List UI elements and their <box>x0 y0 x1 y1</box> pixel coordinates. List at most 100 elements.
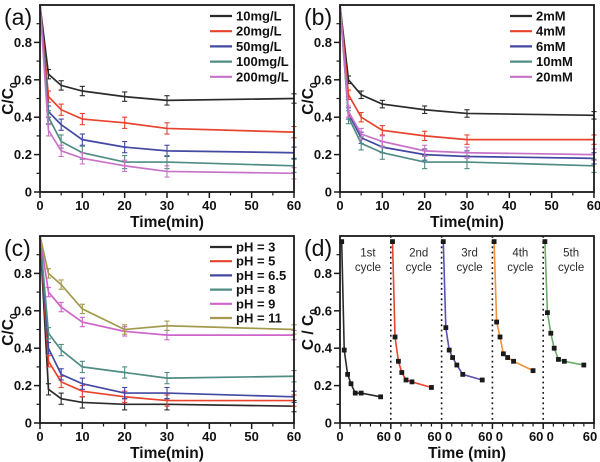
data-point-square-marker <box>491 239 497 245</box>
plot-frame <box>39 235 295 424</box>
data-point-square-marker <box>429 385 434 390</box>
y-tick-label: 0.8 <box>14 266 32 281</box>
x-tick-label: 60 <box>287 198 301 213</box>
y-tick-label: 0 <box>25 416 32 431</box>
legend-label: 2mM <box>536 9 566 24</box>
data-point-square-marker <box>403 377 409 383</box>
data-point-square-marker <box>390 239 395 245</box>
x-axis-label: Time(min) <box>130 214 204 231</box>
x-tick-label: 0 <box>547 429 554 444</box>
y-tick-label: 0.4 <box>14 110 33 125</box>
x-tick-label: 0 <box>394 429 401 444</box>
legend-label: 10mM <box>536 54 573 69</box>
x-tick-label: 0 <box>445 429 452 444</box>
axes: 0 0.2 0.4 0.6 0.8 0 10 20 30 40 50 60 <box>14 23 301 213</box>
legend-label: 100mg/L <box>236 54 289 69</box>
legend-item: 100mg/L <box>210 54 289 69</box>
cycle-annotation: cycle <box>456 262 482 274</box>
cycle-5: 5th cycle <box>542 239 587 368</box>
legend-label: 6mM <box>536 39 566 54</box>
data-point-square-marker <box>494 319 500 325</box>
data-point-square-marker <box>348 381 354 387</box>
x-axis-label: Time(min) <box>430 214 504 231</box>
x-tick-label: 0 <box>36 429 43 444</box>
x-tick-label: 60 <box>427 429 441 444</box>
y-tick-label: 0.8 <box>314 266 332 281</box>
panel-letter-c: (c) <box>4 235 31 261</box>
x-tick-label: 40 <box>502 198 516 213</box>
cycle-annotation: 5th <box>563 248 579 260</box>
y-tick-label: 0.2 <box>314 147 332 162</box>
cycle-3: 3rd cycle <box>440 239 485 383</box>
x-tick-label: 10 <box>75 198 89 213</box>
y-tick-label: 0.8 <box>14 35 32 50</box>
x-tick-label: 0 <box>336 198 343 213</box>
y-tick-label: 0.2 <box>314 378 332 393</box>
y-tick-label: 0.4 <box>314 341 333 356</box>
legend-label: pH = 8 <box>236 282 275 297</box>
data-point-square-marker <box>460 371 466 377</box>
data-point-square-marker <box>399 370 405 375</box>
data-point-square-marker <box>396 358 401 364</box>
data-point-square-marker <box>450 355 456 360</box>
y-axis-label: C / C0 <box>300 309 320 350</box>
cycle-annotation: cycle <box>406 262 432 274</box>
plot-frame <box>39 4 295 193</box>
data-point-square-marker <box>378 394 384 400</box>
x-tick-label: 40 <box>202 198 216 213</box>
y-tick-label: 0 <box>325 416 332 431</box>
series-200mg/L <box>39 4 297 180</box>
data-point-square-marker <box>551 345 557 351</box>
x-tick-label: 30 <box>160 198 174 213</box>
cycle-4: 4th cycle <box>491 239 536 374</box>
data-point-square-marker <box>479 377 485 383</box>
x-tick-label: 30 <box>160 429 174 444</box>
series-4mM <box>339 4 597 145</box>
legend-item: 20mg/L <box>210 24 282 39</box>
legend-label: 50mg/L <box>236 39 282 54</box>
x-tick-label: 30 <box>460 198 474 213</box>
y-tick-label: 0.4 <box>14 341 33 356</box>
legend-item: 6mM <box>510 39 566 54</box>
series-20mM <box>339 4 597 161</box>
x-axis-label: Time(min) <box>130 445 204 462</box>
legend-item: pH = 11 <box>210 311 282 326</box>
legend-item: pH = 3 <box>210 240 275 255</box>
axes: 0 0.2 0.4 0.6 0.8 0 10 20 30 40 50 60 <box>14 254 301 444</box>
cycle-annotation: 3rd <box>461 248 478 260</box>
cycle-line <box>544 241 584 366</box>
cycle-annotation: 4th <box>512 248 528 260</box>
panel-letter-d: (d) <box>304 235 333 261</box>
legend-item: pH = 6.5 <box>210 268 286 283</box>
chart-ph: 0 0.2 0.4 0.6 0.8 0 10 20 30 40 50 60 Time(min) C/C0 p… <box>0 235 301 462</box>
legend-item: 10mM <box>510 54 573 69</box>
legend: pH = 3pH = 5pH = 6.5pH = 8pH = 9pH = 11 <box>210 240 286 326</box>
data-point-square-marker <box>548 330 554 336</box>
axes: 00.20.40.60.80 60 0 60 0 60 0 60 0 60 <box>314 254 597 444</box>
x-tick-label: 10 <box>75 429 89 444</box>
data-point-square-marker <box>545 310 550 316</box>
chart-concentration-mg: 0 0.2 0.4 0.6 0.8 0 10 20 30 40 50 60 Time(min) C/C0 1… <box>0 4 301 231</box>
data-point-square-marker <box>556 357 561 362</box>
y-tick-label: 0 <box>325 185 332 200</box>
legend-label: 20mM <box>536 69 573 84</box>
panel-letter-a: (a) <box>4 4 33 30</box>
data-point-square-marker <box>443 325 449 331</box>
x-tick-label: 60 <box>529 429 543 444</box>
x-tick-label: 60 <box>377 429 391 444</box>
data-point-square-marker <box>345 371 351 377</box>
legend-item: 2mM <box>510 9 566 24</box>
x-tick-label: 60 <box>478 429 492 444</box>
y-axis-label: C/C0 <box>0 313 20 346</box>
cycle-1: 1st cycle <box>339 239 384 400</box>
y-tick-label: 0.2 <box>14 147 32 162</box>
data-point-square-marker <box>339 239 345 245</box>
cycle-2: 2nd cycle <box>390 239 434 390</box>
data-point-square-marker <box>497 334 503 340</box>
panel-d: (d) 0 0.2 0.4 0.6 0.8 0 60 0 60 0 60 0 60 0 60 Time (mi… <box>300 231 600 462</box>
legend-item: 10mg/L <box>210 9 282 24</box>
data-point-square-marker <box>446 347 452 353</box>
plot-frame <box>339 4 595 193</box>
